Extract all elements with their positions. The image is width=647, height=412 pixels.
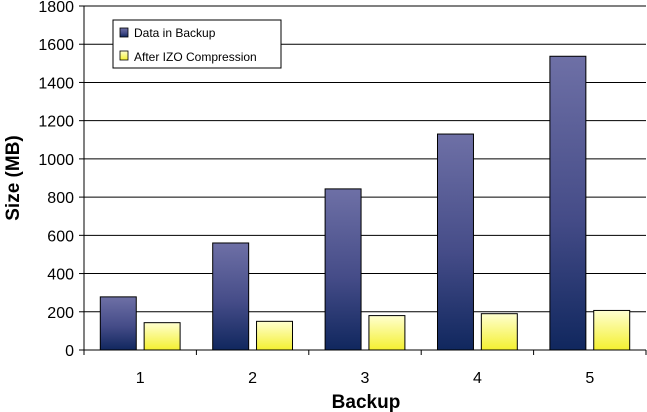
gridlines <box>84 5 646 313</box>
x-axis-title: Backup <box>332 392 401 412</box>
bar-after-izo-compression <box>593 309 631 351</box>
legend-swatch-after-izo-compression <box>119 50 129 61</box>
x-tick-label: 5 <box>585 370 594 387</box>
x-tick-label: 1 <box>136 370 145 387</box>
bar-data-in-backup <box>549 55 587 351</box>
y-tick-label: 800 <box>47 190 74 207</box>
legend-label-after-izo-compression: After IZO Compression <box>134 50 257 64</box>
x-tick-label: 2 <box>248 370 257 387</box>
bar-data-in-backup <box>212 242 250 351</box>
x-axis-ticks: 1 2 3 4 5 <box>83 350 647 387</box>
x-tick-label: 3 <box>361 370 370 387</box>
bar-after-izo-compression <box>143 322 181 351</box>
y-tick-label: 1200 <box>38 114 74 131</box>
bar-after-izo-compression <box>368 315 406 351</box>
x-tick-label: 4 <box>473 370 482 387</box>
legend-box <box>112 19 282 69</box>
y-tick-label: 0 <box>65 343 74 360</box>
bar-after-izo-compression <box>256 320 294 351</box>
legend: Data in Backup After IZO Compression <box>112 19 282 69</box>
bar-data-in-backup <box>99 296 137 351</box>
bar-after-izo-compression <box>480 313 518 351</box>
y-axis-ticks: 0 200 400 600 800 1000 1200 1400 1600 1800 <box>38 0 84 360</box>
y-tick-label: 1000 <box>38 152 74 169</box>
legend-swatch-data-in-backup <box>119 27 129 38</box>
y-tick-label: 1800 <box>38 0 74 16</box>
bar-data-in-backup <box>436 133 474 351</box>
y-tick-label: 400 <box>47 267 74 284</box>
y-tick-label: 1600 <box>38 37 74 54</box>
legend-label-data-in-backup: Data in Backup <box>134 26 216 40</box>
y-tick-label: 200 <box>47 305 74 322</box>
y-tick-label: 600 <box>47 228 74 245</box>
y-tick-label: 1400 <box>38 75 74 92</box>
bars <box>99 55 631 351</box>
bar-data-in-backup <box>324 188 362 351</box>
y-axis-title: Size (MB) <box>3 135 24 221</box>
